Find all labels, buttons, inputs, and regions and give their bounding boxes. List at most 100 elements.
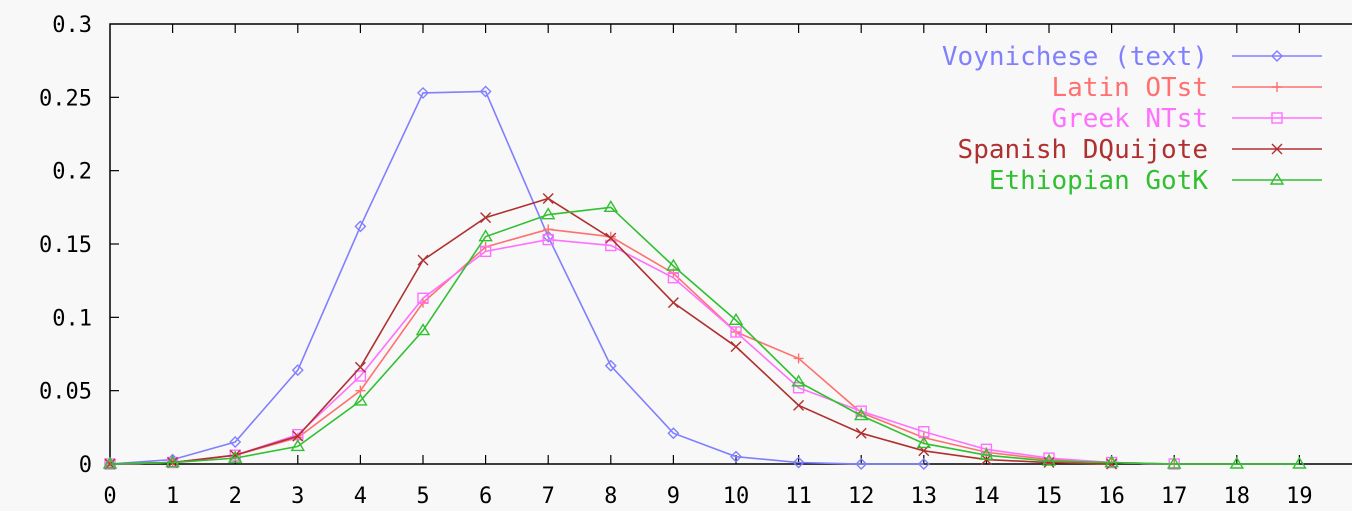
series-ethiopian-gotk-point <box>666 258 681 271</box>
x-tick-label: 4 <box>354 484 367 506</box>
x-tick-label: 10 <box>723 484 750 506</box>
series-ethiopian-gotk-point <box>540 207 556 220</box>
series-spanish-dquijote-point <box>1043 457 1055 469</box>
series-voynichese-text-line <box>109 90 924 465</box>
x-tick-label: 0 <box>103 484 116 506</box>
legend-marker <box>1271 143 1283 155</box>
series-greek-ntst-point <box>542 233 554 246</box>
y-tick-label: 0.25 <box>39 86 92 111</box>
x-tick-label: 5 <box>416 484 429 506</box>
series-spanish-dquijote-point <box>292 430 304 442</box>
series-greek-ntst-point <box>354 370 367 382</box>
series-latin-otst-line <box>109 228 1175 465</box>
y-tick-label: 0.1 <box>52 306 92 331</box>
series-ethiopian-gotk-point <box>353 393 368 406</box>
x-tick-label: 8 <box>604 484 617 506</box>
series-latin-otst-point <box>793 353 804 364</box>
series-voynichese-text-point <box>479 85 492 98</box>
series-voynichese-text-point <box>667 427 680 440</box>
series-ethiopian-gotk-line <box>109 206 1300 465</box>
x-tick-label: 13 <box>911 484 938 506</box>
series-ethiopian-gotk-point <box>728 312 744 325</box>
x-tick-label: 7 <box>542 484 555 506</box>
x-tick-label: 12 <box>848 484 875 506</box>
series-greek-ntst-point <box>417 292 429 304</box>
series-ethiopian-gotk <box>102 199 1307 469</box>
series-ethiopian-gotk-point <box>478 229 493 242</box>
series-ethiopian-gotk-point <box>853 408 869 421</box>
x-tick-label: 16 <box>1098 484 1125 506</box>
series-ethiopian-gotk-point <box>1041 453 1057 466</box>
series-ethiopian-gotk-point <box>916 436 932 449</box>
legend-marker <box>1269 172 1285 185</box>
series-voynichese-text-point <box>730 450 742 463</box>
series-voynichese-text-point <box>855 458 868 470</box>
legend-label: Latin OTst <box>1051 73 1208 103</box>
series-latin-otst-point <box>543 224 554 235</box>
series-ethiopian-gotk-point <box>290 439 306 452</box>
legend-label: Ethiopian GotK <box>989 166 1208 196</box>
series-ethiopian-gotk-point <box>979 447 994 460</box>
axis-layer: 012345678910111213141516171819200.050.10… <box>39 13 1313 509</box>
legend-label: Spanish DQuijote <box>958 135 1208 165</box>
series-greek-ntst-point <box>980 443 993 456</box>
x-tick-label: 15 <box>1036 484 1063 506</box>
x-tick-label: 18 <box>1224 484 1251 506</box>
series-voynichese-text-point <box>604 359 617 372</box>
series-voynichese-text-point <box>229 436 242 448</box>
x-tick-label: 17 <box>1161 484 1188 506</box>
series-ethiopian-gotk-point <box>1166 456 1182 469</box>
series-ethiopian-gotk-point <box>102 456 118 469</box>
series-greek-ntst-point <box>667 272 680 284</box>
series-greek-ntst-point <box>605 239 617 252</box>
series-spanish-dquijote-point <box>417 254 429 266</box>
series-spanish-dquijote <box>104 193 1118 470</box>
series-greek-ntst-point <box>479 245 492 258</box>
y-tick-label: 0.05 <box>39 380 92 405</box>
series-ethiopian-gotk-point <box>415 323 431 336</box>
series-ethiopian-gotk-point <box>1292 456 1307 469</box>
series-voynichese-text <box>104 85 930 470</box>
series-spanish-dquijote-point <box>793 399 805 411</box>
series-spanish-dquijote-point <box>542 193 554 205</box>
series-spanish-dquijote-point <box>1106 458 1118 470</box>
series-spanish-dquijote-point <box>480 212 492 224</box>
x-tick-label: 2 <box>229 484 242 506</box>
series-voynichese-text-point <box>291 364 304 377</box>
series-voynichese-text-point <box>417 86 429 99</box>
legend-marker <box>1271 50 1283 62</box>
series-layer <box>102 85 1307 470</box>
x-tick-label: 3 <box>291 484 304 506</box>
series-spanish-dquijote-point <box>667 297 679 309</box>
x-tick-label: 9 <box>667 484 680 506</box>
x-tick-label: 11 <box>785 484 812 506</box>
series-spanish-dquijote-point <box>730 341 742 353</box>
series-voynichese-text-point <box>354 220 367 233</box>
series-voynichese-text-point <box>792 456 805 469</box>
x-tick-label: 19 <box>1286 484 1313 506</box>
series-ethiopian-gotk-point <box>227 450 243 463</box>
y-tick-label: 0.15 <box>39 233 92 258</box>
series-ethiopian-gotk-point <box>1229 456 1245 469</box>
series-voynichese-text-point <box>917 458 930 470</box>
y-tick-label: 0.2 <box>52 160 92 185</box>
x-tick-label: 1 <box>166 484 179 506</box>
series-spanish-dquijote-point <box>354 361 366 373</box>
series-spanish-dquijote-point <box>855 427 867 439</box>
legend-label: Voynichese (text) <box>942 42 1208 72</box>
legend-label: Greek NTst <box>1051 104 1208 134</box>
series-ethiopian-gotk-point <box>1104 455 1119 468</box>
y-tick-label: 0.3 <box>52 13 92 38</box>
series-ethiopian-gotk-point <box>603 199 619 213</box>
x-tick-label: 14 <box>973 484 1000 506</box>
series-greek-ntst-line <box>109 238 1175 465</box>
series-greek-ntst-point <box>730 326 742 338</box>
y-tick-label: 0 <box>79 453 92 478</box>
legend-marker <box>1272 82 1282 92</box>
series-ethiopian-gotk-point <box>165 455 180 468</box>
legend-marker <box>1271 112 1283 124</box>
x-tick-label: 6 <box>479 484 492 506</box>
